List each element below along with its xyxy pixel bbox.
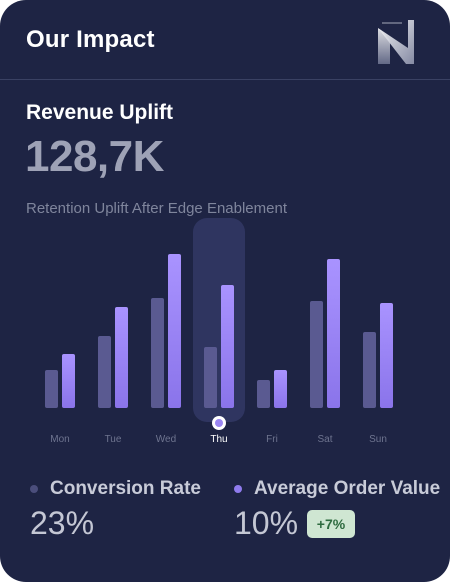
header-divider (0, 79, 450, 80)
x-tick-label-tue: Tue (105, 434, 122, 445)
chart-title: Retention Uplift After Edge Enablement (26, 200, 287, 217)
bar-sat-conversion (310, 301, 323, 408)
card-title: Our Impact (26, 26, 155, 53)
aov-value: 10% (234, 505, 299, 541)
x-tick-label-mon: Mon (50, 434, 69, 445)
legend-aov: Average Order Value (234, 476, 440, 502)
legend-conversion: Conversion Rate (30, 476, 201, 502)
metric-title: Revenue Uplift (26, 101, 174, 124)
x-tick-label-sat: Sat (317, 434, 332, 445)
brand-logo-icon (378, 20, 414, 64)
legend-label-aov: Average Order Value (254, 478, 441, 499)
bar-tue-aov (115, 307, 128, 408)
x-tick-label-thu: Thu (210, 434, 227, 445)
card-header: Our Impact (0, 0, 450, 80)
x-tick-label-wed: Wed (156, 434, 176, 445)
highlight-marker-inner (215, 419, 223, 427)
x-tick-label-sun: Sun (369, 434, 387, 445)
metric-value: 128,7K (25, 132, 164, 181)
conversion-rate-value: 23% (30, 505, 95, 541)
bar-thu-conversion (204, 347, 217, 408)
aov-delta-badge: +7% (307, 510, 355, 538)
bar-sat-aov (327, 259, 340, 408)
x-tick-label-fri: Fri (266, 434, 278, 445)
bar-sun-conversion (363, 332, 376, 408)
highlight-column (193, 218, 245, 422)
bar-thu-aov (221, 285, 234, 408)
bar-tue-conversion (98, 336, 111, 408)
bar-wed-conversion (151, 298, 164, 408)
legend-label-conversion: Conversion Rate (50, 478, 201, 499)
legend-dot-aov (234, 485, 242, 493)
bar-mon-aov (62, 354, 75, 408)
bar-chart: Mon Tue Wed Thu Fri Sat Sun (45, 218, 393, 445)
bar-sun-aov (380, 303, 393, 408)
bar-fri-aov (274, 370, 287, 408)
legend-dot-conversion (30, 485, 38, 493)
bar-wed-aov (168, 254, 181, 408)
bar-mon-conversion (45, 370, 58, 408)
bar-fri-conversion (257, 380, 270, 408)
